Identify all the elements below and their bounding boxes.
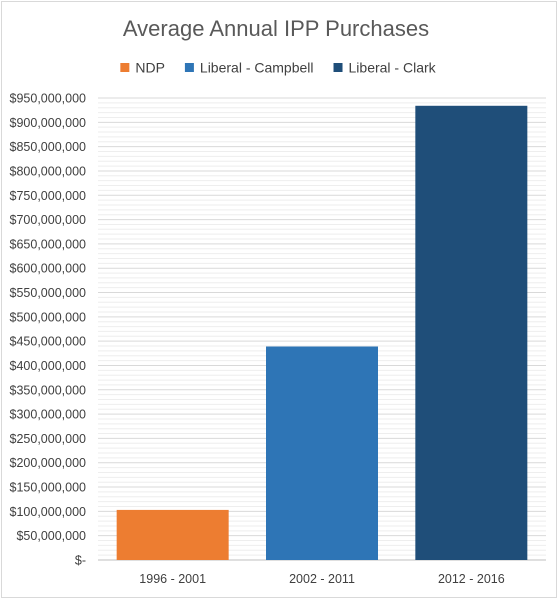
legend: NDP Liberal - Campbell Liberal - Clark bbox=[120, 60, 437, 76]
y-tick-label: $50,000,000 bbox=[16, 529, 86, 543]
y-tick-label: $350,000,000 bbox=[10, 383, 87, 397]
y-tick-label: $750,000,000 bbox=[10, 189, 87, 203]
x-axis-tick-labels: 1996 - 2001 2002 - 2011 2012 - 2016 bbox=[139, 572, 504, 586]
x-tick-label: 1996 - 2001 bbox=[139, 572, 206, 586]
bar-2 bbox=[266, 346, 378, 560]
y-tick-label: $100,000,000 bbox=[10, 505, 87, 519]
y-axis-tick-labels: $- $50,000,000 $100,000,000 $150,000,000 $20… bbox=[10, 92, 87, 568]
legend-label: NDP bbox=[135, 60, 165, 76]
legend-item: Liberal - Clark bbox=[333, 60, 437, 76]
y-tick-label: $450,000,000 bbox=[10, 335, 87, 349]
y-tick-label: $500,000,000 bbox=[10, 310, 87, 324]
y-tick-label: $150,000,000 bbox=[10, 481, 87, 495]
legend-swatch bbox=[120, 63, 130, 72]
y-tick-label: $600,000,000 bbox=[10, 262, 87, 276]
y-tick-label: $650,000,000 bbox=[10, 237, 87, 251]
bars bbox=[116, 105, 528, 560]
y-tick-label: $550,000,000 bbox=[10, 286, 87, 300]
x-tick-label: 2012 - 2016 bbox=[438, 572, 505, 586]
y-tick-label: $- bbox=[75, 554, 86, 568]
y-tick-label: $900,000,000 bbox=[10, 116, 87, 130]
legend-label: Liberal - Clark bbox=[349, 60, 437, 76]
legend-label: Liberal - Campbell bbox=[200, 60, 314, 76]
legend-item: NDP bbox=[120, 60, 165, 76]
chart-title: Average Annual IPP Purchases bbox=[123, 16, 429, 41]
y-tick-label: $950,000,000 bbox=[10, 92, 87, 106]
legend-swatch bbox=[333, 63, 343, 72]
y-tick-label: $400,000,000 bbox=[10, 359, 87, 373]
y-tick-label: $700,000,000 bbox=[10, 213, 87, 227]
y-tick-label: $800,000,000 bbox=[10, 164, 87, 178]
legend-swatch bbox=[184, 63, 194, 72]
legend-item: Liberal - Campbell bbox=[184, 60, 314, 76]
y-tick-label: $850,000,000 bbox=[10, 140, 87, 154]
bar-3 bbox=[415, 105, 528, 560]
y-tick-label: $300,000,000 bbox=[10, 408, 87, 422]
y-tick-label: $200,000,000 bbox=[10, 456, 87, 470]
y-tick-label: $250,000,000 bbox=[10, 432, 87, 446]
x-tick-label: 2002 - 2011 bbox=[289, 572, 355, 586]
bar-1 bbox=[116, 509, 229, 560]
